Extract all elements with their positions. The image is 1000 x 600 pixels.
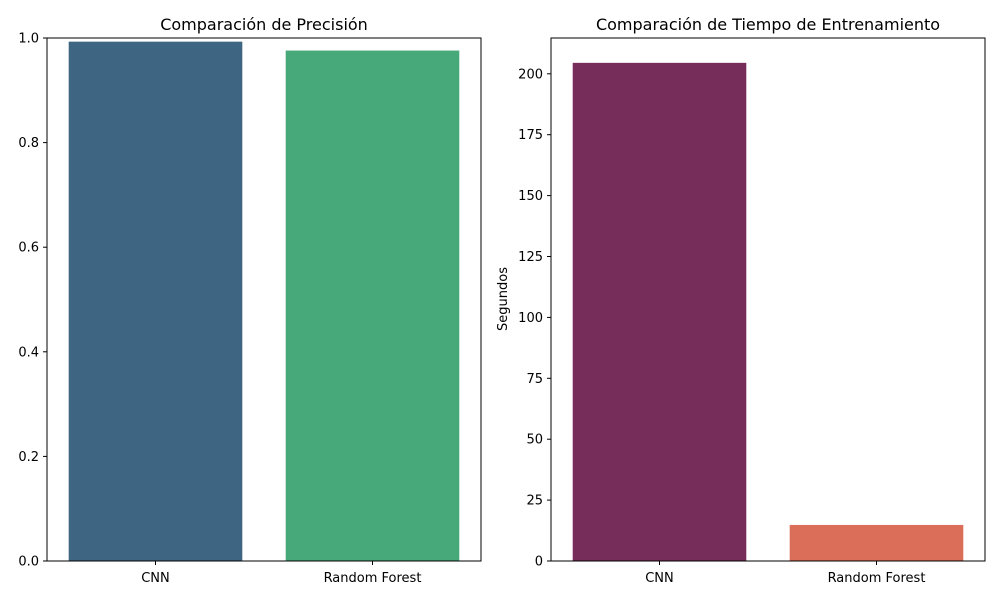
training-time-bar-random-forest — [789, 524, 964, 561]
training-time-chart-title: Comparación de Tiempo de Entrenamiento — [596, 15, 940, 34]
training-time-xtick-label: CNN — [645, 571, 674, 586]
accuracy-ytick-label: 0.4 — [18, 345, 39, 360]
accuracy-bar-random-forest — [285, 50, 460, 561]
training-time-ytick-label: 125 — [518, 250, 543, 265]
training-time-ytick-label: 100 — [518, 311, 543, 326]
training-time-ytick-label: 150 — [518, 189, 543, 204]
accuracy-ytick-label: 1.0 — [18, 32, 39, 47]
training-time-ytick-label: 200 — [518, 67, 543, 82]
accuracy-chart: Comparación de Precisión CNN Random Fores… — [18, 15, 482, 586]
training-time-ytick-label: 75 — [526, 372, 543, 387]
accuracy-chart-title: Comparación de Precisión — [160, 15, 368, 34]
accuracy-ytick-label: 0.2 — [18, 450, 39, 465]
training-time-chart: Comparación de Tiempo de Entrenamiento S… — [496, 15, 986, 586]
training-time-xtick-label: Random Forest — [828, 571, 926, 586]
accuracy-xtick-label: CNN — [141, 571, 170, 586]
training-time-ytick-label: 25 — [526, 494, 543, 509]
accuracy-axes-frame — [46, 37, 482, 562]
training-time-axes-frame — [550, 37, 986, 562]
accuracy-ytick-label: 0.6 — [18, 241, 39, 256]
accuracy-bar-cnn — [68, 41, 243, 561]
training-time-bar-cnn — [572, 62, 747, 561]
training-time-chart-ylabel: Segundos — [496, 267, 511, 331]
training-time-ytick-label: 50 — [526, 433, 543, 448]
accuracy-ytick-label: 0.0 — [18, 555, 39, 570]
training-time-ytick-label: 0 — [535, 555, 543, 570]
training-time-ytick-label: 175 — [518, 128, 543, 143]
accuracy-ytick-label: 0.8 — [18, 136, 39, 151]
accuracy-xtick-label: Random Forest — [324, 571, 422, 586]
